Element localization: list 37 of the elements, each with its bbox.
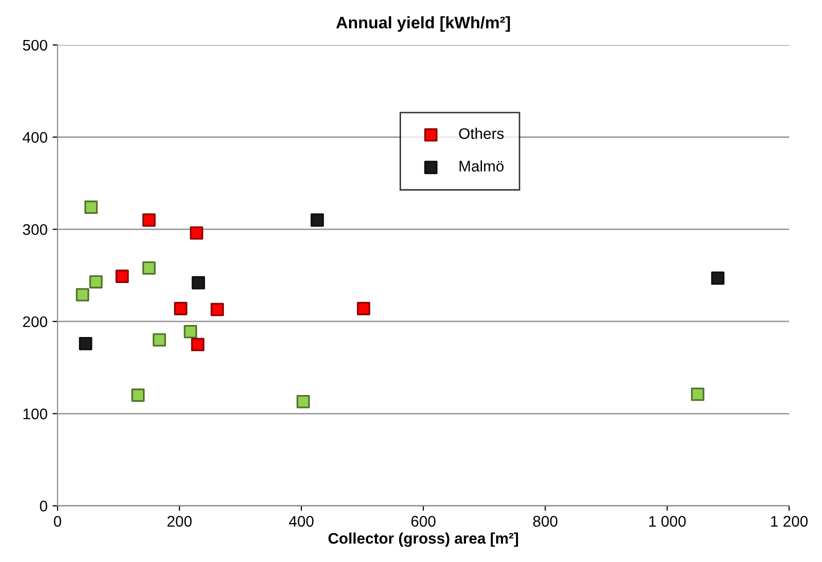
y-tick-label: 200 <box>23 316 48 328</box>
point <box>190 226 204 240</box>
point <box>116 270 129 283</box>
point <box>89 275 103 288</box>
point <box>78 336 92 350</box>
x-tick-label: 1 200 <box>771 516 808 527</box>
x-tick-label: 0 <box>54 516 62 527</box>
point <box>142 261 156 275</box>
y-tick-label: 100 <box>23 408 48 420</box>
point <box>184 324 198 338</box>
point <box>192 276 206 290</box>
y-tick-label: 0 <box>40 500 48 512</box>
point <box>76 288 90 302</box>
x-tick-label: 400 <box>289 516 314 527</box>
x-tick-label: 800 <box>533 516 558 527</box>
chart-title: Annual yield [kWh/m²] <box>336 16 510 32</box>
legend-label: Malmö <box>460 160 504 172</box>
legend-label: Others <box>459 128 504 140</box>
point <box>174 302 188 316</box>
x-tick-label: 1 000 <box>649 516 686 527</box>
point <box>310 213 324 227</box>
y-tick-label: 500 <box>22 40 48 51</box>
x-tick-label: 200 <box>167 516 192 527</box>
x-tick-label: 600 <box>411 516 436 527</box>
point <box>210 302 224 316</box>
y-tick-label: 400 <box>22 132 48 143</box>
point <box>142 213 156 227</box>
point <box>131 388 145 402</box>
point <box>691 388 704 401</box>
point <box>84 200 98 214</box>
point <box>191 338 204 352</box>
point <box>356 302 370 316</box>
x-axis-title: Collector (gross) area [m²] <box>328 532 518 547</box>
point <box>711 272 724 285</box>
point <box>296 395 310 408</box>
point <box>152 333 166 347</box>
y-tick-label: 300 <box>22 224 48 235</box>
